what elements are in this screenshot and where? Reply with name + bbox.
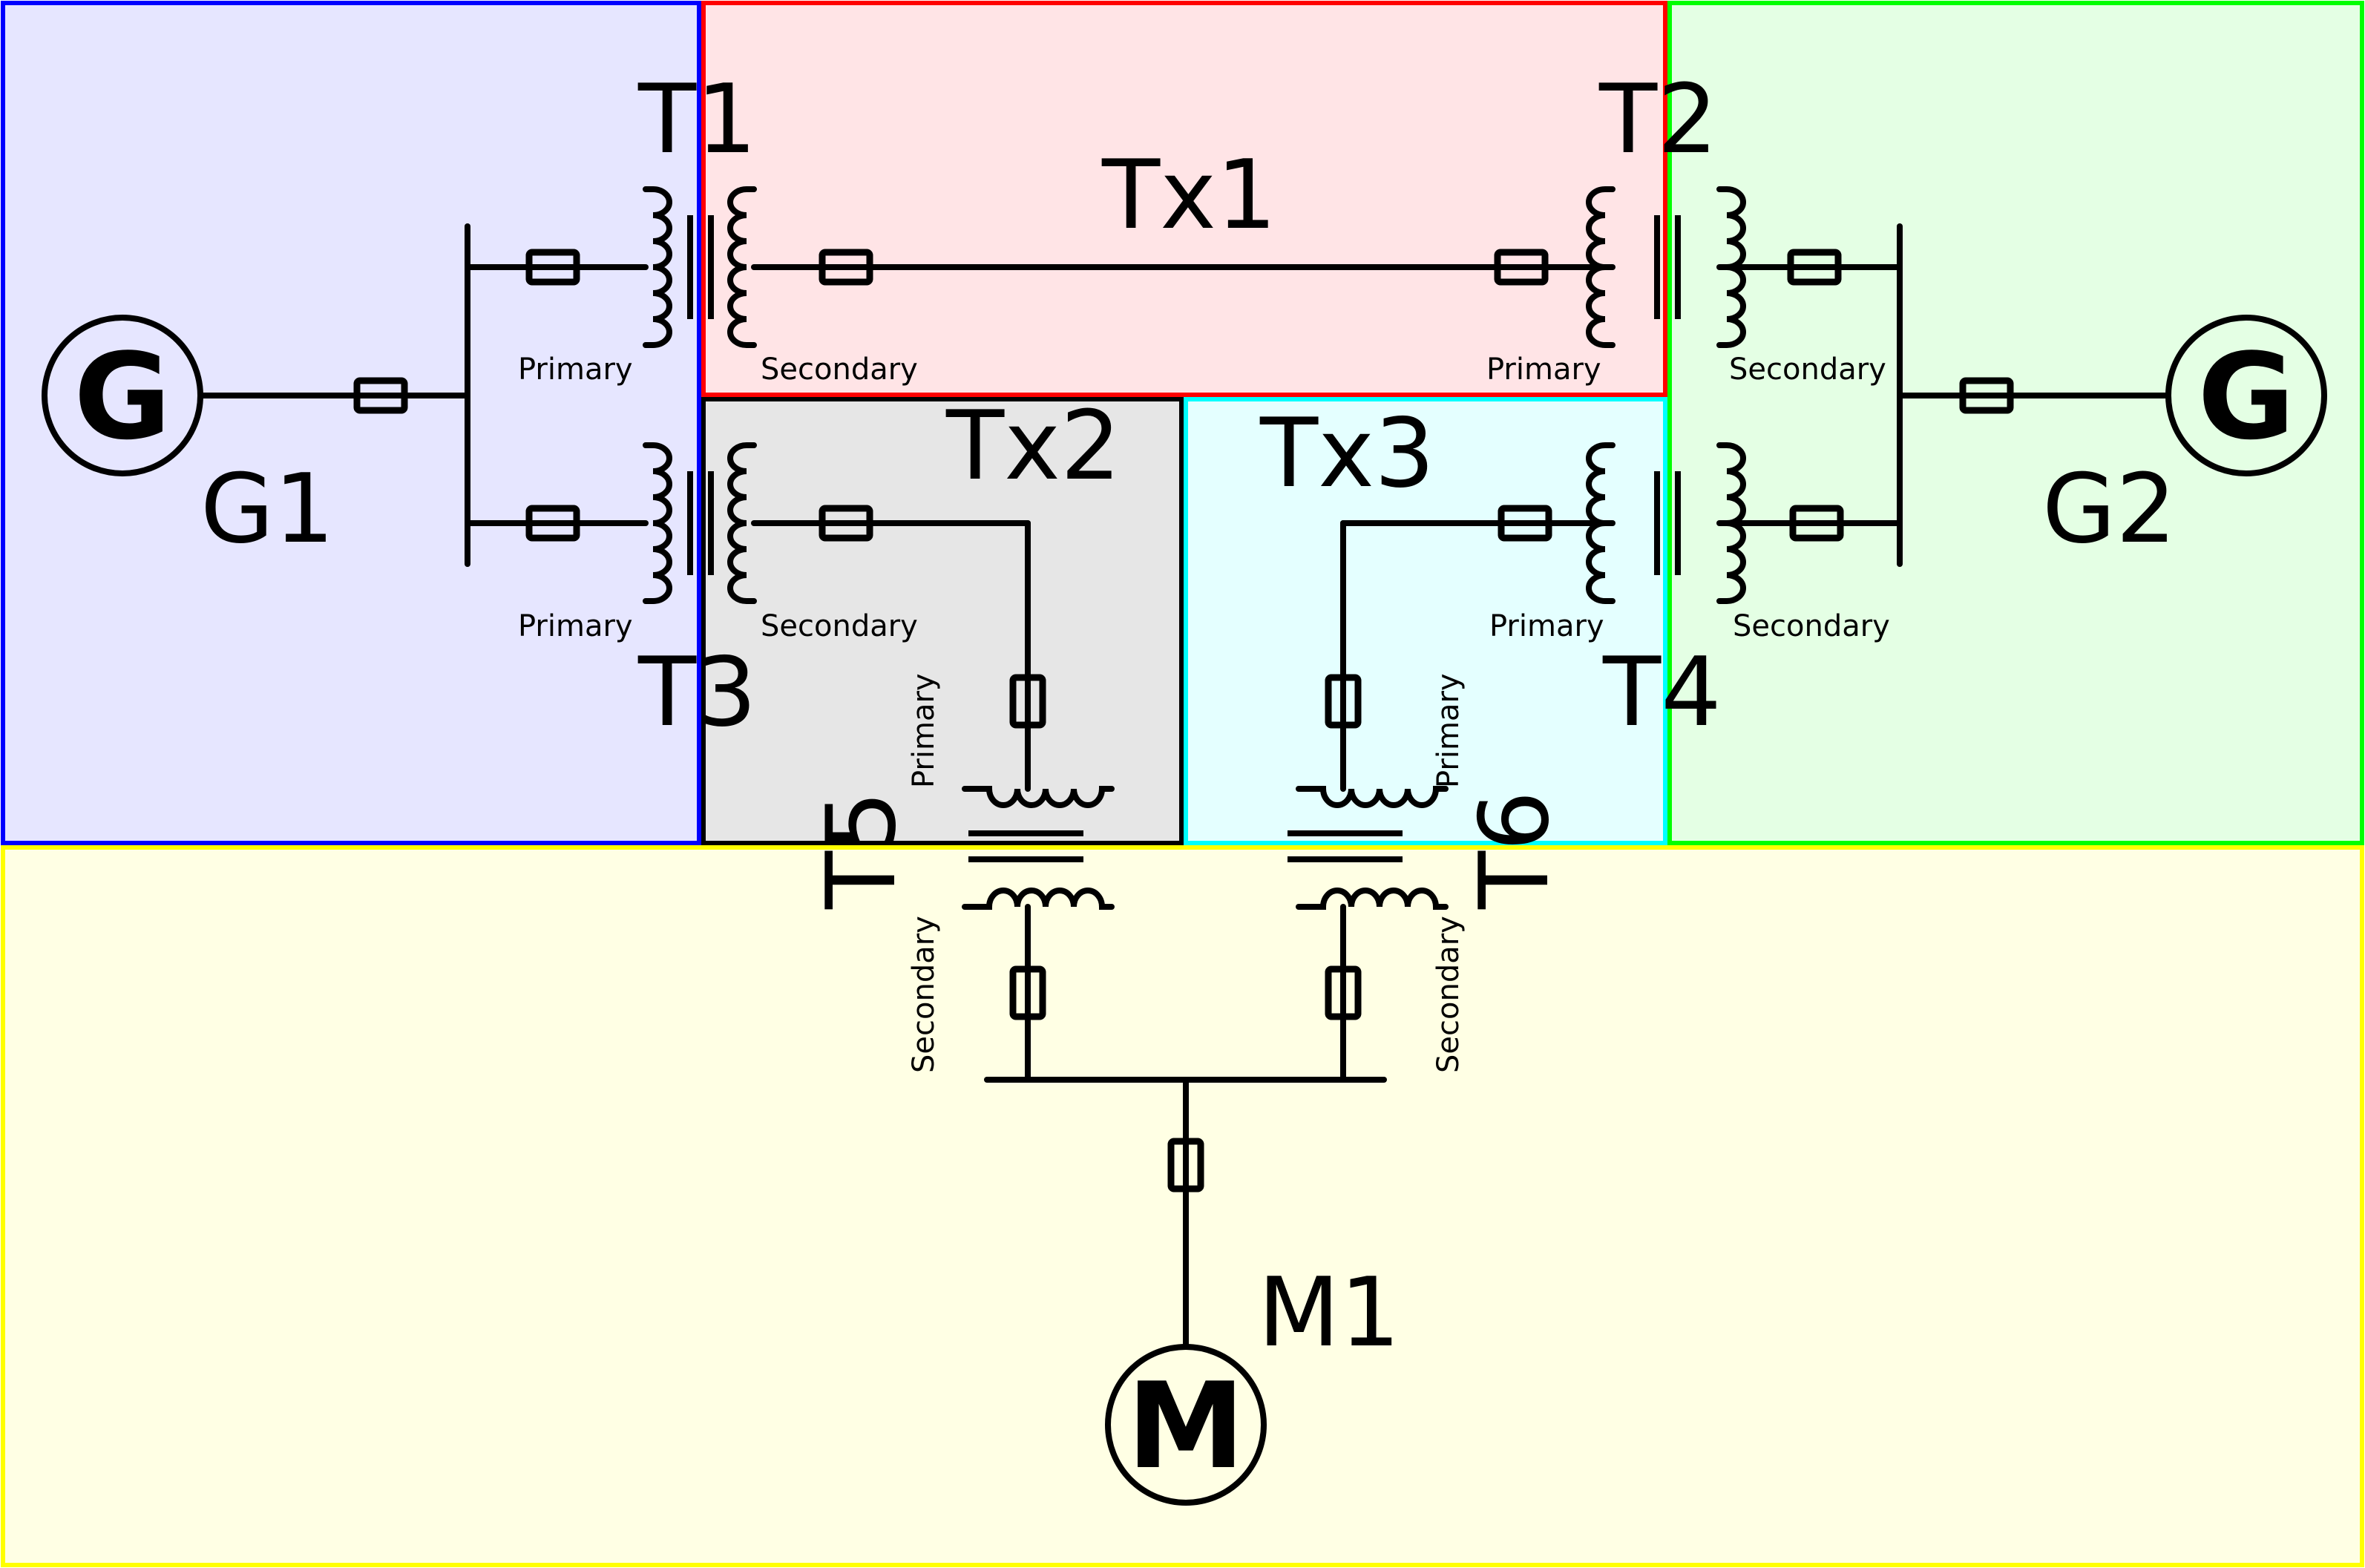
label-tx1: Tx1	[1101, 140, 1276, 251]
transformer-t3	[646, 445, 754, 601]
breaker-t4-primary	[1498, 505, 1552, 542]
label-tx3: Tx3	[1259, 398, 1434, 509]
transformer-t5	[965, 789, 1112, 907]
generator-g1-circle	[42, 315, 203, 476]
breaker-t6-primary	[1325, 674, 1362, 729]
t1-primary-label: Primary	[518, 352, 633, 387]
t4-secondary-label: Secondary	[1733, 609, 1890, 643]
t2-secondary-label: Secondary	[1729, 352, 1886, 387]
breakers	[353, 249, 2014, 1193]
breaker-t6-secondary	[1325, 965, 1362, 1020]
t3-secondary-label: Secondary	[761, 609, 918, 643]
label-tx2: Tx2	[945, 391, 1121, 502]
breaker-g1	[353, 377, 408, 414]
motor-m1-symbol: M	[1105, 1344, 1267, 1506]
motor-m1-circle	[1105, 1344, 1267, 1506]
zone-m1	[1, 845, 2364, 1567]
breaker-t2-primary	[1494, 249, 1549, 286]
label-t5: T5	[807, 790, 917, 910]
label-t2: T2	[1598, 65, 1718, 175]
breaker-t3-primary	[525, 505, 580, 542]
transformer-t1	[646, 189, 754, 345]
label-t6: T6	[1460, 790, 1570, 910]
breaker-t1-secondary	[819, 249, 873, 286]
generator-g1-letter: G	[73, 327, 171, 466]
generator-g2-letter: G	[2197, 327, 2295, 466]
label-g2: G2	[2042, 454, 2177, 565]
breaker-t2-secondary	[1787, 249, 1842, 286]
zone-g1	[1, 1, 701, 845]
t3-primary-label: Primary	[518, 609, 633, 643]
t4-primary-label: Primary	[1489, 609, 1604, 643]
label-t4: T4	[1602, 637, 1722, 748]
t2-primary-label: Primary	[1486, 352, 1601, 387]
transformer-t4	[1589, 445, 1743, 601]
transformer-t2	[1589, 189, 1743, 345]
t5-primary-label: Primary	[907, 673, 941, 788]
generator-g2-symbol: G	[2165, 315, 2327, 476]
label-g1: G1	[200, 454, 335, 565]
breaker-t5-secondary	[1009, 965, 1046, 1020]
t5-secondary-label: Secondary	[907, 916, 941, 1073]
component-labels: G1 G2 M1 T1 T2 T3 T4 Tx1 Tx2 Tx3 T5 T6	[200, 65, 2177, 1368]
wiring	[199, 223, 2170, 1348]
breaker-t4-secondary	[1789, 505, 1844, 542]
zone-tx2	[701, 397, 1184, 845]
transformer-t6	[1288, 789, 1446, 907]
generator-g1-symbol: G	[42, 315, 203, 476]
label-t1: T1	[637, 65, 757, 175]
t1-secondary-label: Secondary	[761, 352, 918, 387]
zone-g2	[1667, 1, 2364, 845]
motor-m1-letter: M	[1126, 1357, 1244, 1495]
t6-primary-label: Primary	[1431, 673, 1466, 788]
breaker-g2	[1959, 377, 2014, 414]
zone-tx3	[1184, 397, 1667, 845]
zone-tx1	[701, 1, 1667, 397]
label-t3: T3	[637, 637, 757, 748]
breaker-t1-primary	[525, 249, 580, 286]
generator-g2-circle	[2165, 315, 2327, 476]
winding-labels: Primary Secondary Primary Secondary Prim…	[518, 352, 1890, 1073]
breaker-t3-secondary	[819, 505, 873, 542]
label-m1: M1	[1258, 1258, 1400, 1368]
breaker-t5-primary	[1009, 674, 1046, 729]
breaker-m1	[1167, 1138, 1204, 1193]
t6-secondary-label: Secondary	[1431, 916, 1466, 1073]
